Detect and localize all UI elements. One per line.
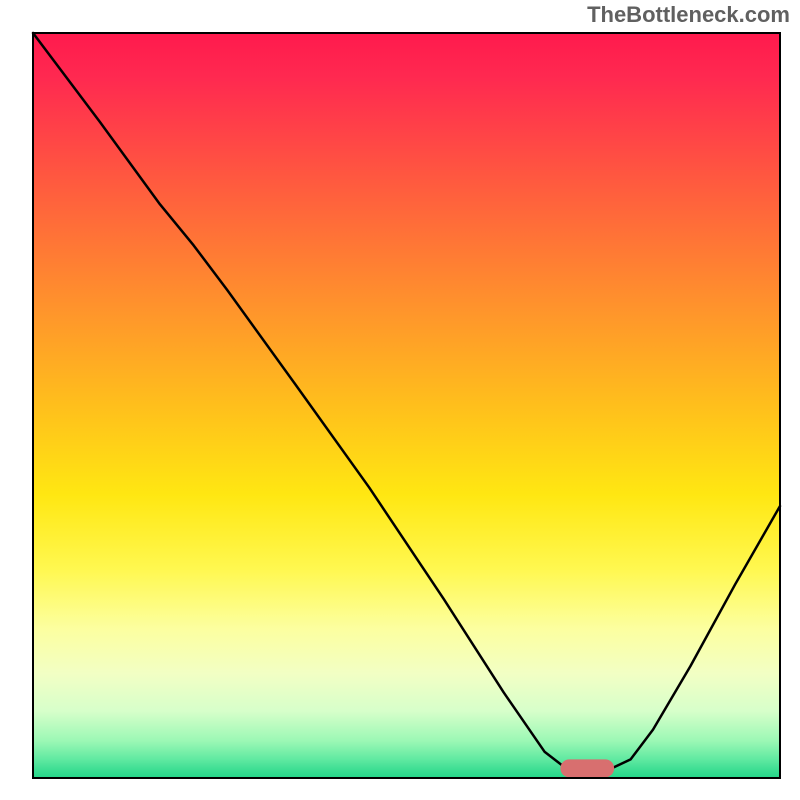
bottleneck-chart-svg [0,0,800,800]
watermark-label: TheBottleneck.com [587,2,790,28]
optimal-marker [560,759,614,777]
plot-background [33,33,780,778]
chart-container: TheBottleneck.com [0,0,800,800]
